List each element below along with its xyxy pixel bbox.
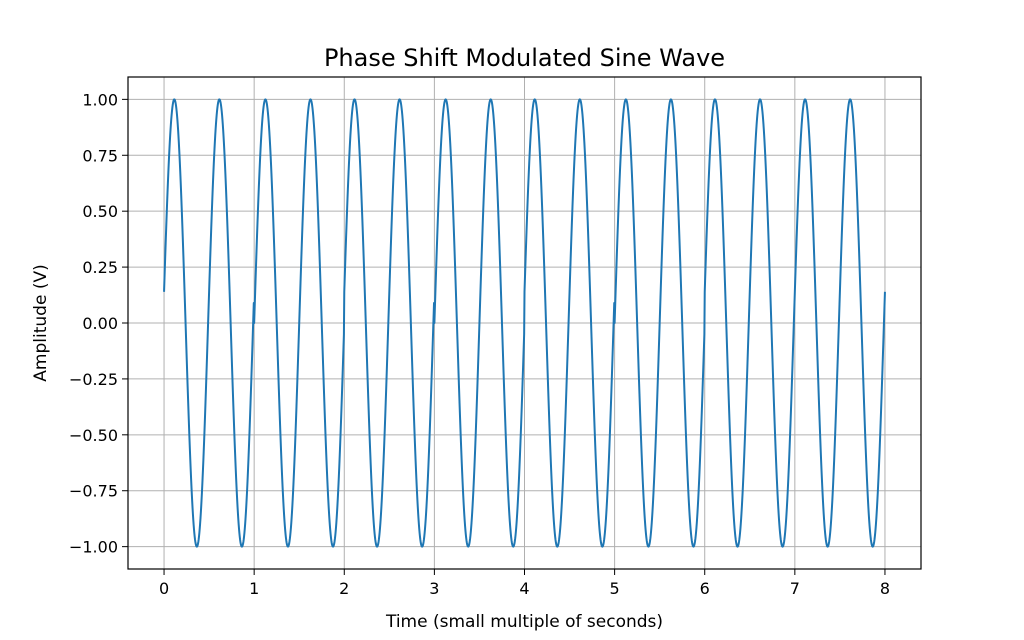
y-tick-label: −0.75 (69, 482, 118, 501)
x-tick-label: 6 (700, 579, 710, 598)
y-axis-label: Amplitude (V) (31, 264, 51, 381)
y-tick-label: −0.50 (69, 426, 118, 445)
y-tick-label: −1.00 (69, 538, 118, 557)
chart-title: Phase Shift Modulated Sine Wave (324, 44, 725, 72)
series-line (163, 98, 886, 548)
series-layer (163, 98, 886, 548)
y-tick-label: 1.00 (82, 90, 118, 109)
x-tick-label: 8 (880, 579, 890, 598)
ticks-layer: 0 1 2 3 4 5 6 7 8 1.00 0.75 0.50 0.25 0.00 −0.25 −0.50 −… (69, 90, 890, 598)
x-tick-label: 4 (519, 579, 529, 598)
x-tick-label: 7 (790, 579, 800, 598)
x-axis-label: Time (small multiple of seconds) (385, 612, 663, 632)
y-tick-label: 0.25 (82, 258, 118, 277)
y-tick-label: 0.75 (82, 146, 118, 165)
x-tick-label: 2 (339, 579, 349, 598)
x-tick-label: 0 (159, 579, 169, 598)
y-tick-label: −0.25 (69, 370, 118, 389)
y-tick-label: 0.00 (82, 314, 118, 333)
x-tick-label: 3 (429, 579, 439, 598)
y-tick-label: 0.50 (82, 202, 118, 221)
x-tick-label: 5 (610, 579, 620, 598)
x-tick-label: 1 (249, 579, 259, 598)
